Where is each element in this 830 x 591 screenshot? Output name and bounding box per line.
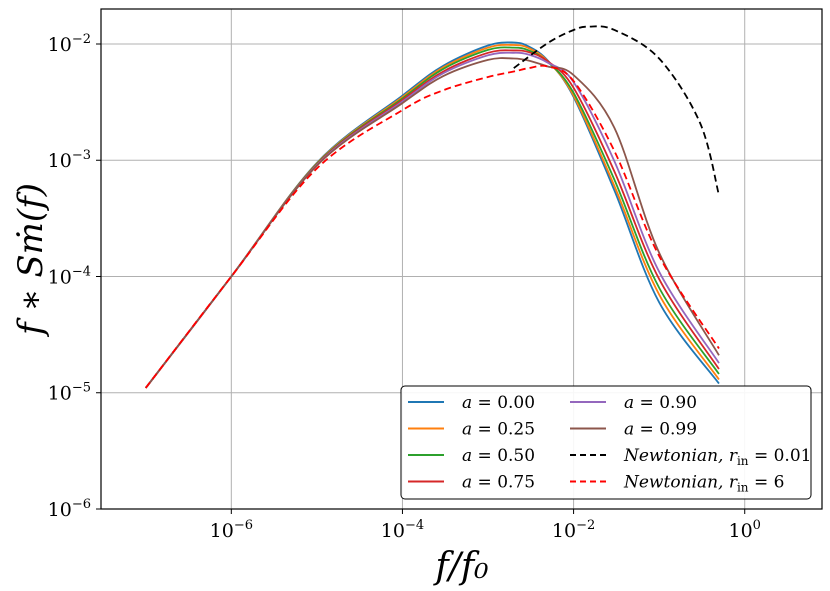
- legend-label: a = 0.99: [624, 420, 697, 440]
- legend-label: Newtonian, rin = 6: [623, 473, 784, 495]
- y-tick-label: 10−2: [48, 32, 91, 56]
- y-tick-label: 10−3: [48, 148, 91, 172]
- x-tick-label: 100: [728, 518, 760, 542]
- legend-label: a = 0.90: [624, 393, 697, 413]
- x-tick-label: 10−6: [210, 518, 253, 542]
- legend-label: a = 0.50: [462, 446, 535, 466]
- legend-label: a = 0.25: [462, 420, 535, 440]
- legend-label: a = 0.75: [462, 473, 535, 493]
- legend-label: a = 0.00: [462, 393, 535, 413]
- y-tick-label: 10−5: [48, 381, 91, 405]
- legend-label: Newtonian, rin = 0.01: [623, 446, 811, 468]
- x-tick-label: 10−2: [552, 518, 595, 542]
- plot-frame: [100, 8, 823, 510]
- legend-box: [400, 385, 812, 500]
- ticks: 10−6 10−4 10−2 100 10−2 10−3 10−4 10−5 10−6: [48, 32, 761, 542]
- x-tick-label: 10−4: [381, 518, 424, 542]
- y-tick-label: 10−4: [48, 264, 91, 288]
- x-axis-label: f/f₀: [432, 546, 488, 587]
- y-axis-label: f ∗ Sṁ(f): [11, 183, 51, 338]
- series-line-7: [145, 64, 720, 389]
- series-line-5: [145, 57, 720, 389]
- legend: a = 0.00 a = 0.25 a = 0.50 a = 0.75 a = 0.90…: [400, 385, 812, 500]
- y-tick-label: 10−6: [48, 497, 91, 521]
- series-line-6: [513, 25, 720, 196]
- plot-lines: [145, 25, 720, 389]
